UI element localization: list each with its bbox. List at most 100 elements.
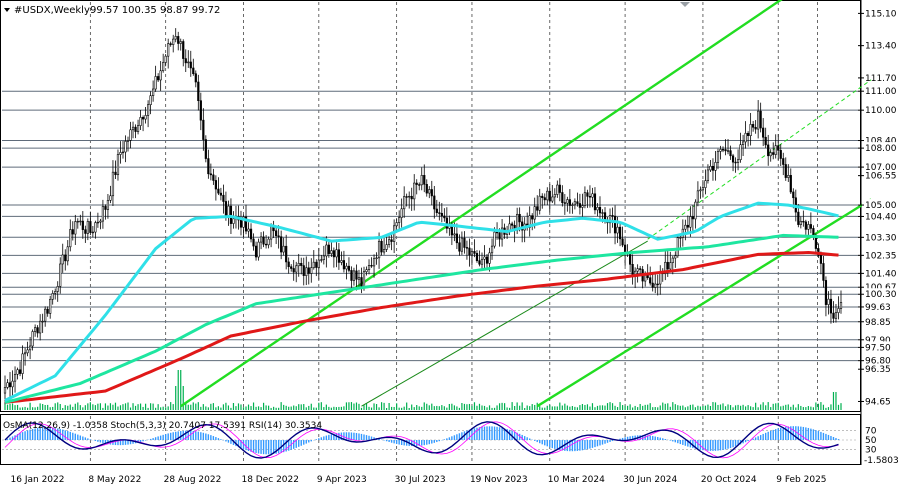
volume-bar bbox=[147, 408, 148, 410]
osma-bar bbox=[655, 436, 656, 440]
volume-bar bbox=[265, 405, 266, 410]
volume-bar bbox=[170, 402, 171, 410]
osma-bar bbox=[680, 440, 681, 444]
volume-bar bbox=[599, 405, 600, 410]
osma-bar bbox=[265, 440, 266, 454]
candle-body bbox=[456, 234, 458, 243]
candle-body bbox=[737, 160, 739, 163]
candle-body bbox=[597, 207, 599, 210]
volume-bar bbox=[323, 407, 324, 410]
osma-bar bbox=[331, 434, 332, 440]
volume-bar bbox=[444, 406, 445, 410]
osma-bar bbox=[602, 440, 603, 445]
osma-bar bbox=[579, 440, 580, 451]
volume-bar bbox=[730, 405, 731, 410]
candle-body bbox=[135, 127, 137, 131]
osma-bar bbox=[597, 440, 598, 446]
candle-body bbox=[551, 197, 553, 201]
osma-bar bbox=[537, 440, 538, 442]
volume-bar bbox=[268, 406, 269, 410]
volume-bar bbox=[245, 406, 246, 410]
volume-bar bbox=[24, 407, 25, 410]
osma-bar bbox=[526, 437, 527, 440]
volume-bar bbox=[404, 407, 405, 410]
volume-bar bbox=[647, 405, 648, 410]
candle-body bbox=[423, 175, 425, 184]
osma-bar bbox=[773, 430, 774, 440]
candle-body bbox=[293, 268, 295, 272]
volume-bar bbox=[14, 405, 15, 410]
volume-bar bbox=[655, 407, 656, 410]
osma-bar bbox=[100, 440, 101, 442]
candle-body bbox=[240, 220, 242, 227]
volume-bar bbox=[140, 404, 141, 410]
candle-body bbox=[431, 189, 433, 195]
osma-bar bbox=[82, 436, 83, 440]
candle-body bbox=[685, 225, 687, 229]
osma-bar bbox=[449, 437, 450, 440]
volume-bar bbox=[205, 406, 206, 410]
osma-bar bbox=[534, 440, 535, 441]
osma-bar bbox=[215, 437, 216, 440]
osma-bar bbox=[203, 433, 204, 440]
osma-bar bbox=[494, 427, 495, 440]
candle-body bbox=[268, 239, 270, 245]
candle-body bbox=[346, 266, 348, 269]
volume-bar bbox=[328, 407, 329, 410]
volume-bar bbox=[740, 406, 741, 410]
candle-body bbox=[805, 222, 807, 229]
volume-bar bbox=[52, 407, 53, 410]
osma-bar bbox=[301, 440, 302, 446]
candle-body bbox=[223, 195, 225, 201]
osma-bar bbox=[599, 440, 600, 445]
x-tick-label: 20 Oct 2024 bbox=[701, 475, 757, 485]
osma-bar bbox=[446, 438, 447, 440]
osma-bar bbox=[810, 429, 811, 440]
osma-bar bbox=[205, 433, 206, 440]
volume-bar bbox=[366, 403, 367, 410]
candle-body bbox=[707, 170, 709, 181]
volume-bar bbox=[532, 404, 533, 410]
volume-bar bbox=[180, 370, 181, 410]
osma-bar bbox=[529, 438, 530, 440]
candle-body bbox=[584, 193, 586, 206]
candle-body bbox=[275, 231, 277, 236]
volume-bar bbox=[271, 408, 272, 410]
candle-body bbox=[697, 191, 699, 202]
osma-bar bbox=[155, 437, 156, 440]
candle-body bbox=[654, 284, 656, 287]
volume-bar bbox=[434, 406, 435, 410]
volume-bar bbox=[391, 407, 392, 410]
osma-bar bbox=[662, 438, 663, 440]
volume-bar bbox=[461, 403, 462, 410]
volume-bar bbox=[293, 405, 294, 410]
candle-body bbox=[260, 237, 262, 242]
volume-bar bbox=[150, 403, 151, 410]
osma-bar bbox=[730, 440, 731, 448]
osma-bar bbox=[732, 440, 733, 447]
osma-bar bbox=[476, 428, 477, 440]
volume-bar bbox=[707, 405, 708, 410]
candle-body bbox=[479, 261, 481, 265]
candle-body bbox=[115, 172, 117, 175]
volume-bar bbox=[813, 407, 814, 410]
volume-bar bbox=[705, 406, 706, 410]
osma-bar bbox=[818, 431, 819, 440]
osma-bar bbox=[572, 440, 573, 451]
candle-body bbox=[140, 117, 142, 125]
osma-bar bbox=[650, 436, 651, 440]
volume-bar bbox=[4, 404, 5, 410]
candle-body bbox=[629, 253, 631, 264]
candle-body bbox=[82, 221, 84, 230]
osma-bar bbox=[589, 440, 590, 449]
candle-body bbox=[486, 257, 488, 263]
candle-body bbox=[19, 370, 21, 374]
candle-body bbox=[42, 321, 44, 322]
candle-body bbox=[602, 213, 604, 214]
candle-body bbox=[371, 265, 373, 266]
osma-bar bbox=[830, 436, 831, 440]
level-label: 108.00 bbox=[865, 144, 897, 154]
volume-bar bbox=[27, 408, 28, 410]
volume-bar bbox=[341, 407, 342, 410]
